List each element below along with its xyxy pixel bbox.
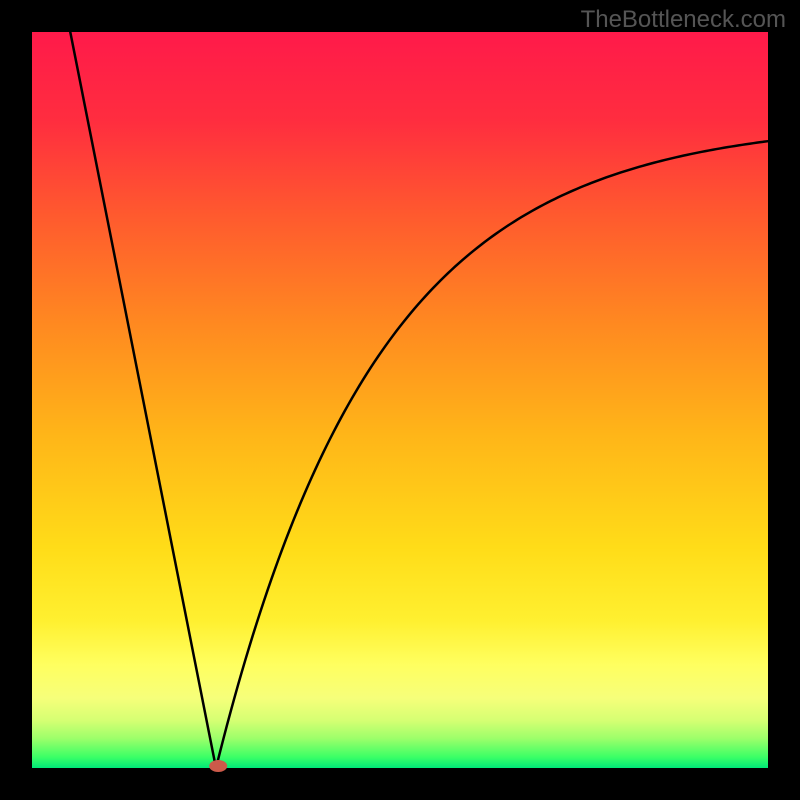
watermark-text: TheBottleneck.com [581, 6, 786, 34]
bottleneck-chart [0, 0, 800, 800]
chart-container: TheBottleneck.com [0, 0, 800, 800]
optimum-marker [209, 760, 227, 772]
